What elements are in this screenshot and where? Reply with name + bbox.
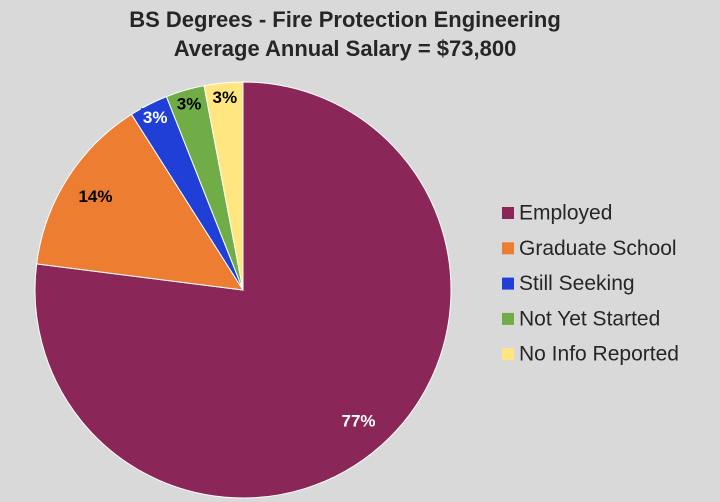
legend-text: Graduate School bbox=[519, 237, 677, 260]
legend-text: Still Seeking bbox=[519, 272, 635, 295]
value-label: 77% bbox=[342, 412, 376, 431]
value-label-group: 3% bbox=[140, 108, 170, 128]
value-label: 3% bbox=[213, 88, 238, 107]
legend-text: Not Yet Started bbox=[519, 307, 660, 330]
legend-text: Employed bbox=[519, 202, 612, 225]
value-label: 3% bbox=[177, 95, 202, 114]
value-label-group: 3% bbox=[174, 94, 204, 114]
value-label: 3% bbox=[143, 108, 168, 127]
pie-slice bbox=[203, 81, 244, 291]
legend-swatch bbox=[502, 312, 514, 325]
legend-swatch bbox=[502, 277, 514, 290]
legend-swatch bbox=[502, 348, 514, 361]
chart-subtitle: Average Annual Salary = $73,800 bbox=[174, 36, 517, 61]
value-label: 14% bbox=[78, 187, 112, 206]
value-label-box bbox=[140, 108, 170, 128]
value-label-group: 77% bbox=[339, 411, 378, 431]
value-label-box bbox=[174, 94, 204, 114]
value-label-group: 3% bbox=[210, 87, 240, 107]
legend-text: No Info Reported bbox=[519, 343, 679, 366]
value-label-group: 14% bbox=[76, 186, 115, 206]
pie-slice bbox=[34, 81, 452, 499]
chart-title: BS Degrees - Fire Protection Engineering bbox=[129, 7, 561, 32]
value-label-box bbox=[76, 186, 115, 206]
value-label-box bbox=[210, 87, 240, 107]
legend-swatch bbox=[502, 242, 514, 255]
value-label-box bbox=[339, 411, 378, 431]
legend-swatch bbox=[502, 207, 514, 219]
pie-slice bbox=[36, 113, 244, 291]
